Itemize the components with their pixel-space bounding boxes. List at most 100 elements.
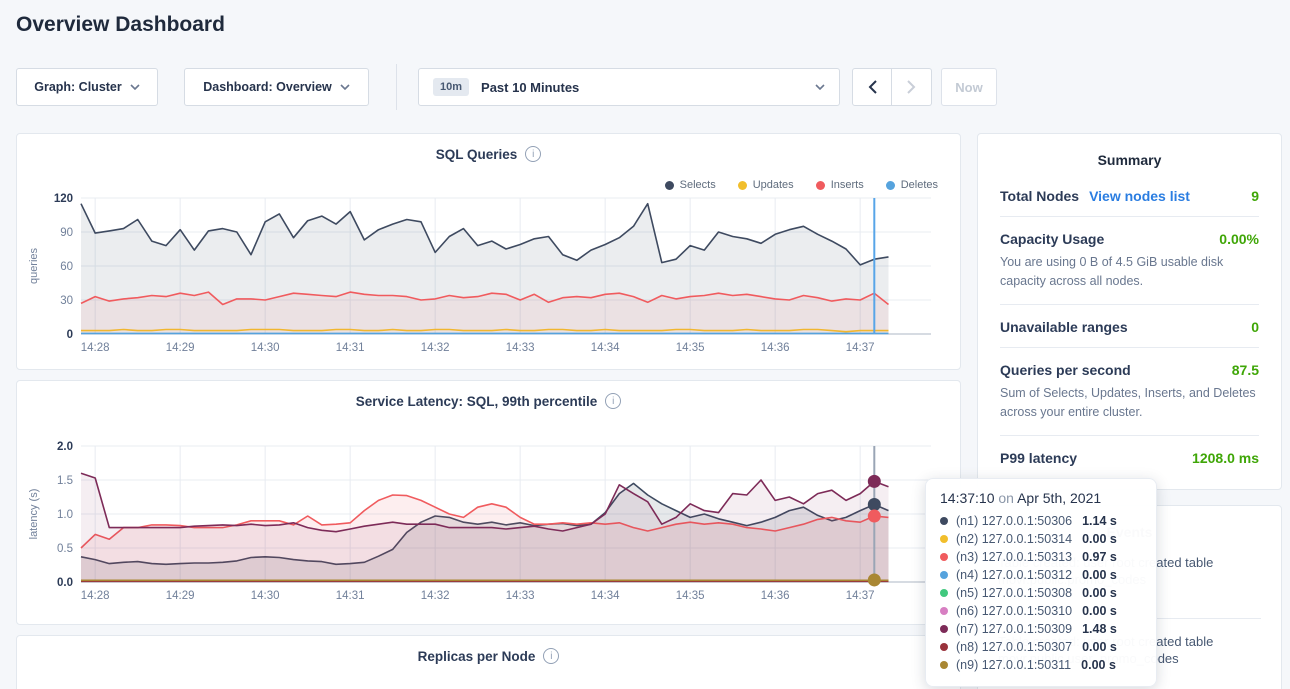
node-color-dot-icon <box>940 553 948 561</box>
tooltip-node-label: (n1) 127.0.0.1:50306 <box>956 514 1073 528</box>
svg-text:1.0: 1.0 <box>57 509 73 521</box>
svg-text:14:33: 14:33 <box>506 342 535 354</box>
service-latency-chart[interactable]: 14:28 14:29 14:30 14:31 14:32 14:33 14:34 14:35… <box>17 381 962 626</box>
summary-row-label: P99 latency <box>1000 449 1078 466</box>
chevron-left-icon <box>868 80 877 94</box>
tooltip-node-label: (n4) 127.0.0.1:50312 <box>956 568 1073 582</box>
svg-text:14:29: 14:29 <box>166 342 195 354</box>
svg-text:14:37: 14:37 <box>846 342 875 354</box>
summary-row: Unavailable ranges 0 <box>1000 305 1259 348</box>
replicas-per-node-chart-card: Replicas per Node i <box>16 635 961 689</box>
tooltip-row: (n7) 127.0.0.1:50309 1.48 s <box>940 620 1142 638</box>
view-nodes-list-link[interactable]: View nodes list <box>1089 188 1190 204</box>
tooltip-node-value: 1.48 s <box>1082 622 1117 636</box>
summary-row-label: Total Nodes <box>1000 188 1080 204</box>
replicas-per-node-chart-title: Replicas per Node i <box>17 648 960 664</box>
svg-text:queries: queries <box>28 247 40 284</box>
tooltip-node-value: 0.00 s <box>1081 658 1116 672</box>
svg-text:90: 90 <box>60 227 73 239</box>
svg-text:0.0: 0.0 <box>57 577 73 589</box>
summary-row-label: Queries per second <box>1000 361 1131 378</box>
tooltip-node-label: (n2) 127.0.0.1:50314 <box>956 532 1073 546</box>
tooltip-node-value: 0.00 s <box>1082 568 1117 582</box>
info-icon[interactable]: i <box>543 648 560 664</box>
svg-text:120: 120 <box>54 193 73 205</box>
dashboard-dropdown[interactable]: Dashboard: Overview <box>184 68 369 106</box>
svg-text:0.5: 0.5 <box>57 543 73 555</box>
legend-dot-icon <box>885 180 895 190</box>
tooltip-node-label: (n7) 127.0.0.1:50309 <box>956 622 1073 636</box>
time-range-dropdown[interactable]: 10m Past 10 Minutes <box>418 68 840 106</box>
tooltip-rows: (n1) 127.0.0.1:50306 1.14 s (n2) 127.0.0.1… <box>940 512 1142 674</box>
tooltip-node-label: (n5) 127.0.0.1:50308 <box>956 586 1073 600</box>
legend-item[interactable]: Updates <box>737 179 794 191</box>
time-next-button[interactable] <box>892 68 932 106</box>
svg-text:14:35: 14:35 <box>676 590 705 602</box>
tooltip-node-value: 0.00 s <box>1082 640 1117 654</box>
summary-row-value: 87.5 <box>1231 361 1259 378</box>
legend-item[interactable]: Selects <box>664 179 716 191</box>
tooltip-timestamp: 14:37:10 on Apr 5th, 2021 <box>940 490 1102 506</box>
svg-text:14:34: 14:34 <box>591 590 620 602</box>
chevron-down-icon <box>340 84 350 90</box>
node-color-dot-icon <box>940 643 948 651</box>
summary-row-label: Capacity Usage <box>1000 231 1105 247</box>
tooltip-row: (n9) 127.0.0.1:50311 0.00 s <box>940 656 1142 674</box>
tooltip-node-value: 0.97 s <box>1082 550 1117 564</box>
sql-queries-chart-title: SQL Queries i <box>17 146 960 162</box>
dashboard-dropdown-label: Dashboard: Overview <box>203 80 332 94</box>
svg-text:14:29: 14:29 <box>166 590 195 602</box>
tooltip-node-value: 0.00 s <box>1082 532 1117 546</box>
tooltip-node-label: (n6) 127.0.0.1:50310 <box>956 604 1073 618</box>
svg-text:14:36: 14:36 <box>761 342 790 354</box>
svg-text:14:36: 14:36 <box>761 590 790 602</box>
svg-text:latency (s): latency (s) <box>28 489 40 540</box>
info-icon[interactable]: i <box>605 393 622 409</box>
now-button[interactable]: Now <box>941 68 997 106</box>
time-range-label: Past 10 Minutes <box>481 79 580 95</box>
tooltip-node-label: (n3) 127.0.0.1:50313 <box>956 550 1073 564</box>
tooltip-row: (n1) 127.0.0.1:50306 1.14 s <box>940 512 1142 530</box>
tooltip-row: (n5) 127.0.0.1:50308 0.00 s <box>940 584 1142 602</box>
sql-queries-legend: Selects Updates Inserts Deletes <box>664 179 938 191</box>
tooltip-row: (n4) 127.0.0.1:50312 0.00 s <box>940 566 1142 584</box>
legend-label: Inserts <box>830 179 864 191</box>
svg-text:14:28: 14:28 <box>81 590 110 602</box>
svg-text:14:33: 14:33 <box>506 590 535 602</box>
page-title: Overview Dashboard <box>16 13 225 36</box>
tooltip-node-value: 0.00 s <box>1082 604 1117 618</box>
summary-row-value: 1208.0 ms <box>1192 449 1259 466</box>
svg-text:14:37: 14:37 <box>846 590 875 602</box>
tooltip-node-label: (n8) 127.0.0.1:50307 <box>956 640 1073 654</box>
summary-panel: Summary Total Nodes View nodes list 9 Capac… <box>977 133 1282 490</box>
summary-row: P99 latency 1208.0 ms <box>1000 436 1259 478</box>
summary-row-value: 9 <box>1251 188 1259 204</box>
legend-item[interactable]: Inserts <box>815 179 864 191</box>
tooltip-node-value: 1.14 s <box>1082 514 1117 528</box>
info-icon[interactable]: i <box>525 146 542 162</box>
time-nav-group <box>852 68 932 106</box>
graph-dropdown[interactable]: Graph: Cluster <box>16 68 158 106</box>
summary-row-description: You are using 0 B of 4.5 GiB usable disk… <box>1000 255 1224 289</box>
tooltip-row: (n8) 127.0.0.1:50307 0.00 s <box>940 638 1142 656</box>
summary-row: Capacity Usage 0.00% You are using 0 B of … <box>1000 217 1259 305</box>
node-color-dot-icon <box>940 607 948 615</box>
node-color-dot-icon <box>940 571 948 579</box>
summary-row: Total Nodes View nodes list 9 <box>1000 174 1259 217</box>
legend-item[interactable]: Deletes <box>885 179 938 191</box>
summary-row-value: 0.00% <box>1219 231 1259 247</box>
svg-text:14:32: 14:32 <box>421 342 450 354</box>
svg-text:14:35: 14:35 <box>676 342 705 354</box>
chart-hover-tooltip: 14:37:10 on Apr 5th, 2021 (n1) 127.0.0.1… <box>925 478 1157 687</box>
tooltip-node-label: (n9) 127.0.0.1:50311 <box>956 658 1072 672</box>
sql-queries-chart[interactable]: 14:28 14:29 14:30 14:31 14:32 14:33 14:34 14:35… <box>17 134 962 371</box>
chevron-down-icon <box>130 84 140 90</box>
time-prev-button[interactable] <box>852 68 892 106</box>
legend-dot-icon <box>664 180 674 190</box>
svg-text:30: 30 <box>60 295 73 307</box>
legend-label: Selects <box>679 179 716 191</box>
node-color-dot-icon <box>940 661 948 669</box>
graph-dropdown-label: Graph: Cluster <box>34 80 122 94</box>
svg-text:1.5: 1.5 <box>57 475 73 487</box>
